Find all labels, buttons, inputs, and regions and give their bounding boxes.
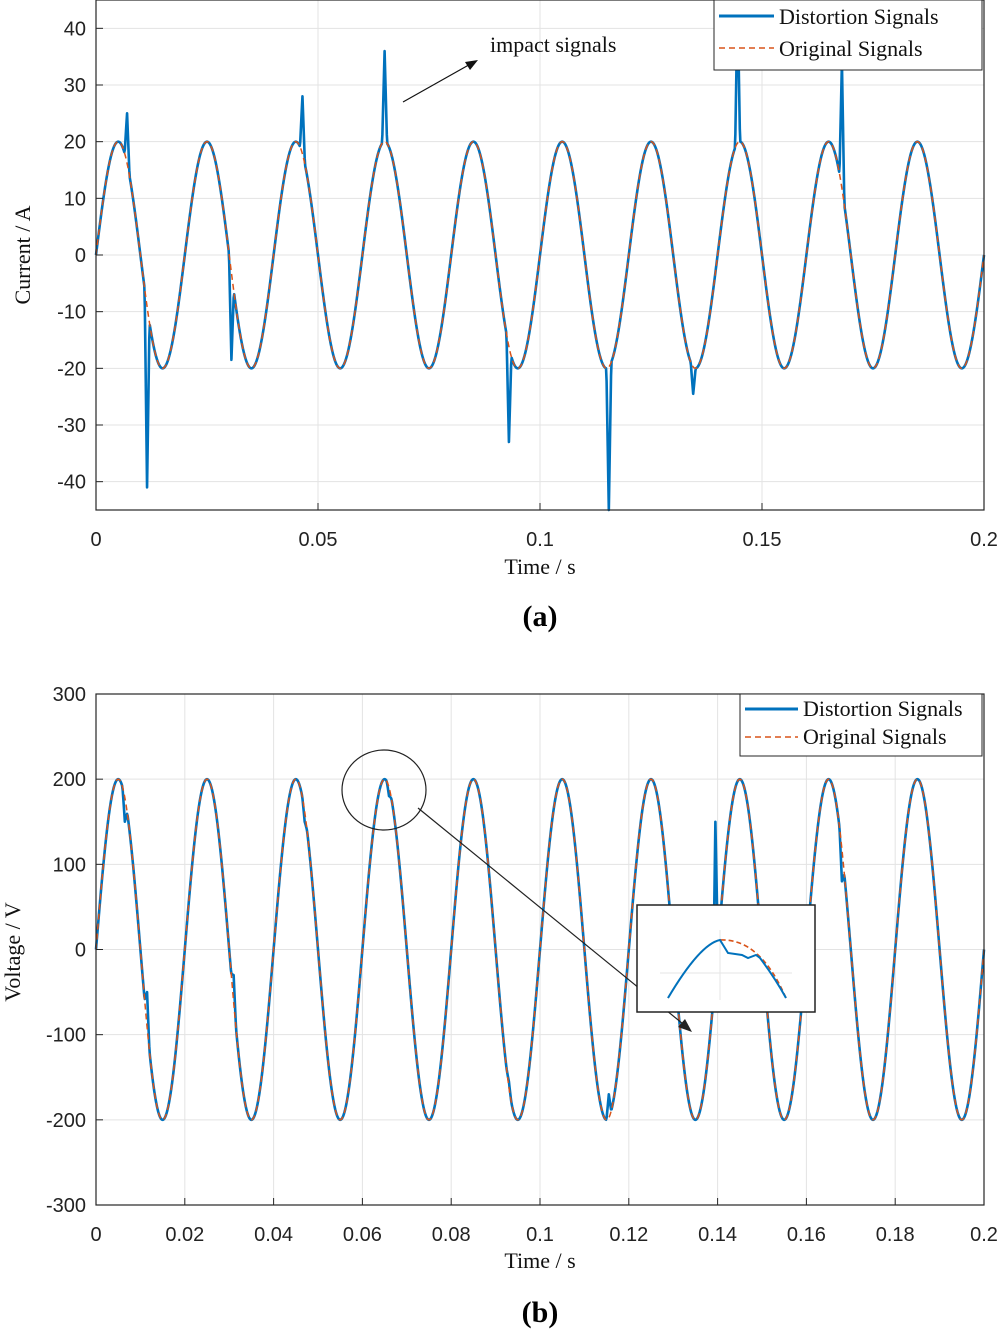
chart-b-caption: (b) — [522, 1296, 559, 1329]
chart-b-xtick-label: 0.04 — [254, 1224, 293, 1246]
chart-b-ylabel: Voltage / V — [0, 902, 25, 1002]
chart-b-ytick-label: 200 — [53, 769, 86, 791]
chart-b-ytick-label: 100 — [53, 854, 86, 876]
chart-a-legend-label-original: Original Signals — [779, 36, 923, 61]
chart-b-lines — [94, 777, 986, 1122]
chart-a-lines — [94, 0, 986, 512]
chart-a-ytick-label: 40 — [64, 18, 86, 40]
chart-a-ytick-label: -30 — [57, 415, 86, 437]
chart-b-xtick-label: 0.12 — [609, 1224, 648, 1246]
chart-a-xlabel: Time / s — [504, 554, 575, 579]
chart-b-legend-label-original: Original Signals — [803, 724, 947, 749]
chart-a-xtick-label: 0 — [90, 529, 101, 551]
chart-b-ytick-label: -100 — [46, 1025, 86, 1047]
chart-a-xtick-label: 0.05 — [299, 529, 338, 551]
chart-b-inset-distortion — [667, 938, 787, 999]
chart-a-legend-label-distortion: Distortion Signals — [779, 4, 939, 29]
chart-b-xtick-label: 0.16 — [787, 1224, 826, 1246]
chart-b-ytick-label: 0 — [75, 940, 86, 962]
chart-a-annotation-arrowhead — [465, 60, 478, 70]
chart-a-annotation: impact signals — [490, 32, 616, 57]
chart-b-ticks: 0 0.02 0.04 0.06 0.08 0.1 0.12 0.14 0.16 0.18 0.2 -… — [46, 684, 998, 1246]
chart-b-xtick-label: 0.06 — [343, 1224, 382, 1246]
chart-b-ytick-label: -200 — [46, 1110, 86, 1132]
chart-b-xtick-label: 0 — [90, 1224, 101, 1246]
chart-a-ytick-label: -10 — [57, 302, 86, 324]
chart-b-legend-label-distortion: Distortion Signals — [803, 696, 963, 721]
chart-a-ytick-label: 0 — [75, 245, 86, 267]
chart-b: 0 0.02 0.04 0.06 0.08 0.1 0.12 0.14 0.16 0.18 0.2 -… — [0, 684, 998, 1329]
chart-b-xtick-label: 0.14 — [698, 1224, 737, 1246]
chart-b-xtick-label: 0.18 — [876, 1224, 915, 1246]
chart-b-ytick-label: 300 — [53, 684, 86, 706]
chart-a-xtick-label: 0.15 — [743, 529, 782, 551]
chart-b-xtick-label: 0.08 — [432, 1224, 471, 1246]
chart-b-zoom-arrowhead — [678, 1019, 692, 1032]
chart-b-xtick-label: 0.1 — [526, 1224, 554, 1246]
chart-b-series-original — [95, 778, 985, 1121]
chart-a-xtick-label: 0.2 — [970, 529, 998, 551]
chart-b-inset-box — [636, 904, 816, 1013]
chart-b-xlabel: Time / s — [504, 1248, 575, 1273]
chart-b-zoom-circle — [341, 749, 427, 831]
chart-a-legend: Distortion Signals Original Signals — [713, 0, 983, 71]
chart-a-xtick-label: 0.1 — [526, 529, 554, 551]
chart-a-legend-box — [713, 0, 983, 71]
chart-a-ylabel: Current / A — [10, 205, 35, 304]
chart-a-ytick-label: -40 — [57, 472, 86, 494]
chart-a-ytick-label: 20 — [64, 132, 86, 154]
chart-b-xtick-label: 0.02 — [165, 1224, 204, 1246]
chart-b-legend: Distortion Signals Original Signals — [739, 693, 983, 757]
chart-b-legend-box — [739, 693, 983, 757]
chart-b-xtick-label: 0.2 — [970, 1224, 998, 1246]
chart-a-caption: (a) — [523, 600, 558, 633]
chart-a-ytick-label: 30 — [64, 75, 86, 97]
chart-b-inset — [636, 904, 816, 1013]
chart-a-ytick-label: -20 — [57, 358, 86, 380]
chart-a-ticks: 0 0.05 0.1 0.15 0.2 -40 -30 -20 -10 0 10 20 30 40 — [57, 18, 998, 551]
chart-a-ytick-label: 10 — [64, 188, 86, 210]
chart-b-ytick-label: -300 — [46, 1195, 86, 1217]
chart-a-series-original — [95, 140, 985, 370]
chart-a: 0 0.05 0.1 0.15 0.2 -40 -30 -20 -10 0 10 20 30 40 Tim… — [10, 0, 998, 633]
chart-a-annotation-arrow — [402, 61, 475, 103]
